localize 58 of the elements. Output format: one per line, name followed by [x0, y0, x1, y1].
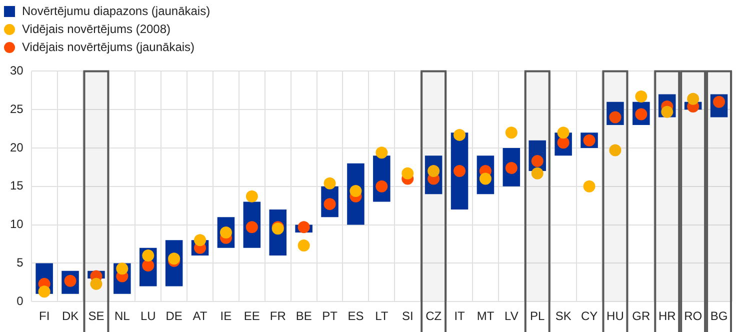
x-tick-label: IT	[454, 309, 466, 324]
point	[324, 177, 336, 190]
x-tick-label: ES	[348, 309, 364, 324]
x-tick-label: GR	[632, 309, 651, 324]
y-tick-label: 0	[16, 294, 24, 308]
x-tick-label: BE	[296, 309, 312, 324]
x-tick-label: LV	[504, 309, 518, 324]
point	[298, 240, 310, 252]
x-tick-label: CY	[580, 309, 598, 324]
y-tick-label: 15	[10, 178, 24, 193]
point	[454, 165, 466, 178]
x-tick-label: EE	[244, 309, 260, 324]
point	[583, 180, 596, 192]
point	[505, 126, 518, 139]
point	[246, 190, 258, 202]
point	[116, 262, 128, 275]
x-tick-label: AT	[192, 309, 208, 324]
point	[376, 180, 388, 192]
point	[376, 146, 388, 159]
point	[454, 128, 466, 141]
x-tick-label: NL	[114, 309, 130, 324]
x-tick-label: FR	[270, 309, 286, 324]
point	[142, 250, 154, 262]
y-tick-label: 5	[16, 256, 24, 270]
point	[298, 221, 310, 234]
x-tick-label: SI	[402, 309, 414, 324]
x-tick-label: PL	[530, 309, 546, 324]
x-tick-label: PT	[322, 309, 338, 324]
point	[557, 126, 570, 139]
point	[350, 185, 362, 198]
point	[531, 167, 544, 180]
x-tick-label: SK	[555, 309, 572, 324]
y-tick-label: 10	[10, 217, 24, 232]
x-tick-label: HU	[606, 309, 624, 324]
y-tick-label: 20	[10, 140, 24, 154]
legend-label: Novērtējumu diapazons (jaunākais)	[22, 4, 210, 18]
x-tick-label: HR	[658, 309, 676, 324]
point	[90, 278, 102, 290]
x-tick-label: BG	[710, 309, 728, 324]
point	[402, 167, 414, 180]
x-tick-label: CZ	[426, 309, 442, 324]
y-tick-label: 25	[10, 102, 24, 116]
point	[609, 144, 622, 156]
x-tick-label: IE	[220, 309, 232, 324]
x-tick-label: FI	[38, 309, 50, 324]
point	[38, 286, 50, 298]
legend-label: Vidējais novērtējums (jaunākais)	[22, 40, 195, 54]
legend-label: Vidējais novērtējums (2008)	[22, 22, 171, 36]
x-tick-label: RO	[684, 309, 702, 324]
y-tick-label: 30	[10, 64, 24, 78]
x-tick-label: SE	[88, 309, 104, 324]
x-tick-label: DE	[166, 309, 182, 324]
point	[635, 90, 648, 103]
x-tick-label: LU	[140, 309, 156, 324]
point	[194, 234, 206, 246]
x-tick-label: MT	[476, 309, 495, 324]
x-tick-label: DK	[62, 309, 79, 324]
x-tick-label: LT	[375, 309, 389, 324]
